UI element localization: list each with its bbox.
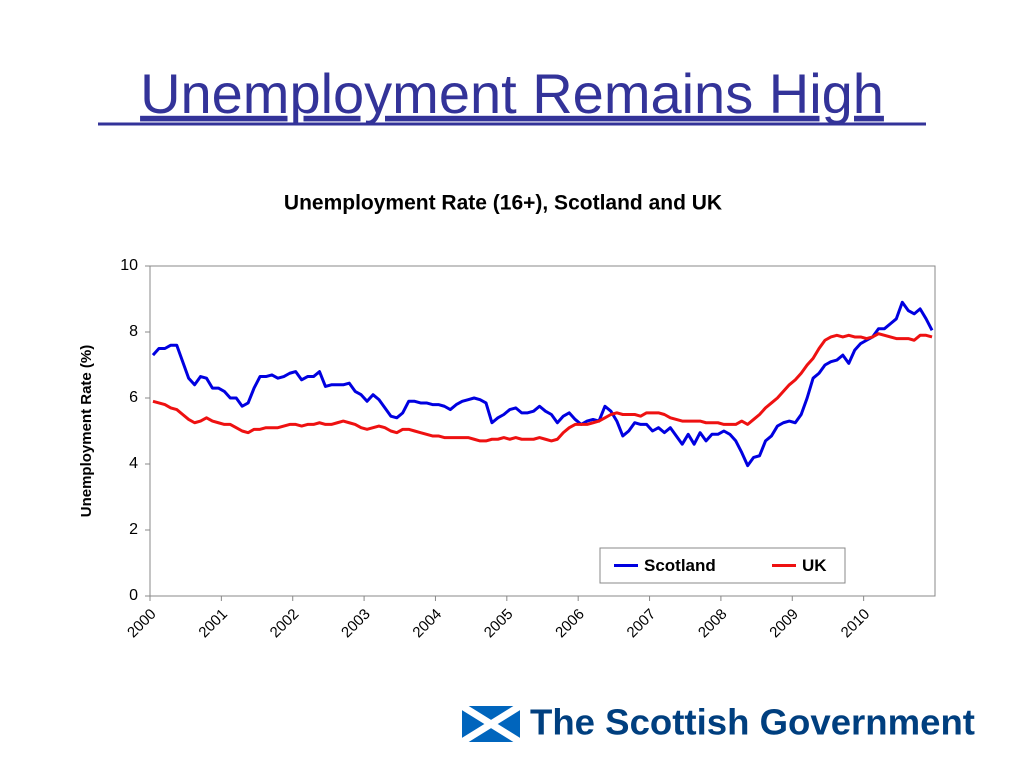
legend-label: Scotland	[644, 556, 716, 575]
legend-box	[599, 547, 846, 584]
y-tick-label: 8	[129, 323, 138, 340]
y-tick-label: 4	[129, 455, 138, 472]
y-tick-label: 6	[129, 389, 138, 406]
series-line	[152, 332, 933, 443]
logo-text: The Scottish Government	[530, 702, 975, 743]
logo: The Scottish Government	[460, 702, 975, 745]
slide-title: Unemployment Remains High	[140, 62, 884, 125]
x-tick-label: 2004	[409, 606, 445, 642]
x-tick-label: 2009	[766, 606, 802, 642]
x-tick-label: 2007	[624, 606, 660, 642]
x-tick-label: 2005	[481, 606, 517, 642]
x-tick-label: 2002	[267, 606, 303, 642]
plot-area	[149, 265, 936, 597]
y-tick-label: 0	[129, 587, 138, 604]
chart-title: Unemployment Rate (16+), Scotland and UK	[284, 192, 722, 215]
series-line	[151, 300, 934, 468]
y-axis-label: Unemployment Rate (%)	[78, 345, 95, 518]
legend-label: UK	[802, 556, 827, 575]
x-tick-label: 2008	[695, 606, 731, 642]
y-tick-label: 10	[120, 257, 138, 274]
x-tick-label: 2001	[195, 606, 231, 642]
x-tick-label: 2006	[552, 606, 588, 642]
x-tick-label: 2010	[838, 606, 874, 642]
saltire-cross	[460, 703, 522, 745]
x-tick-label: 2000	[124, 606, 160, 642]
x-tick-label: 2003	[338, 606, 374, 642]
y-tick-label: 2	[129, 521, 138, 538]
